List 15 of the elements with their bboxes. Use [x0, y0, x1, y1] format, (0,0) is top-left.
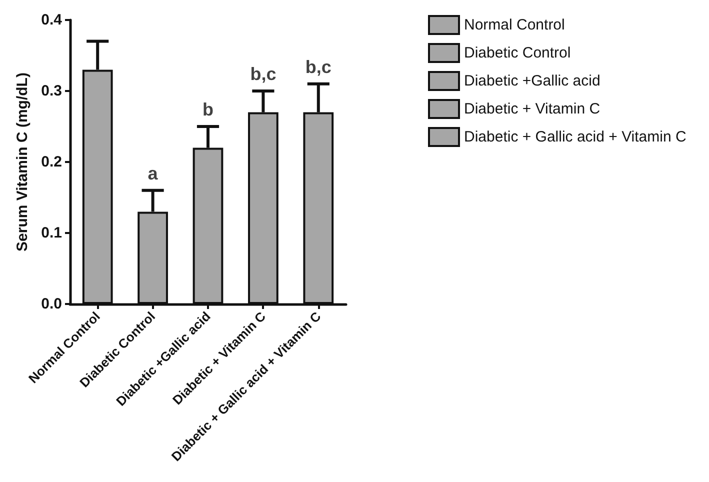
y-tick-label: 0.0 — [41, 296, 62, 312]
legend-label: Diabetic +Gallic acid — [464, 72, 600, 90]
y-tick-label: 0.1 — [41, 224, 62, 242]
annotation: b,c — [305, 56, 332, 77]
annotation: b,c — [250, 64, 276, 84]
annotation: b — [202, 100, 214, 120]
annotation: a — [148, 163, 159, 184]
y-tick-label: 0.2 — [41, 154, 62, 170]
legend-label: Diabetic + Gallic acid + Vitamin C — [464, 128, 686, 146]
y-axis-title: Serum Vitamin C (mg/dL) — [14, 72, 31, 252]
y-tick-label: 0.4 — [41, 12, 63, 28]
legend-label: Diabetic Control — [464, 44, 571, 62]
legend-label: Diabetic + Vitamin C — [464, 100, 600, 118]
legend-label: Normal Control — [464, 16, 565, 34]
y-tick-label: 0.3 — [41, 82, 62, 100]
